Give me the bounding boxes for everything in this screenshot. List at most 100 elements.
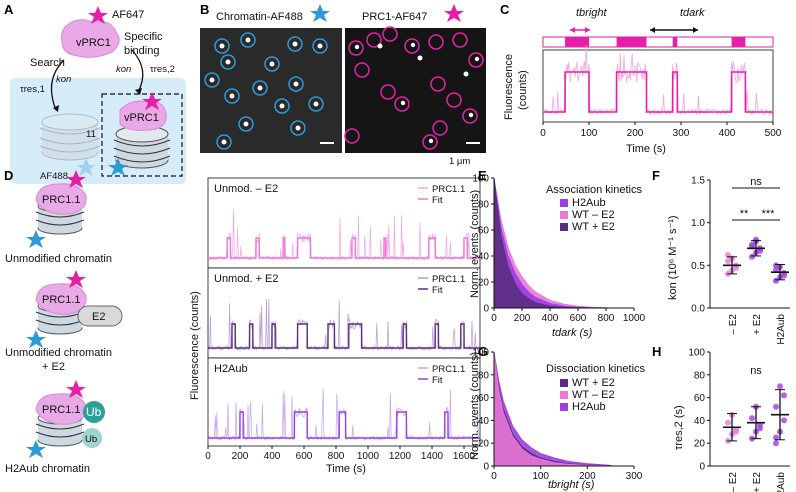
- prc1-spot-circle: [366, 32, 382, 48]
- panel-f-ylabel: kon (10⁶ M⁻¹ s⁻¹): [667, 215, 679, 300]
- data-point: [757, 247, 763, 254]
- panel-a: 11 AF488 AF647 vPRC1 Search τres,1 kon S…: [10, 6, 186, 184]
- panel-g-ylabel: Norm. events (counts): [469, 352, 481, 460]
- panel-letter-e: E: [478, 168, 487, 183]
- trace-2-legend-raw-label: PRC1.1: [432, 274, 465, 285]
- chromatin-image: [200, 28, 342, 153]
- panel-c-ylabel-1: Fluorescence: [503, 54, 515, 120]
- xtick-label: 300: [626, 471, 643, 482]
- data-point: [733, 428, 739, 435]
- sig-label-ns: ns: [750, 365, 762, 377]
- prc1-bright-spot: [417, 55, 423, 61]
- panel-d-xtick-label: 600: [296, 451, 313, 462]
- chromatin-spot-circle: [214, 38, 230, 54]
- data-point: [781, 392, 787, 399]
- chromatin-spot-circle: [287, 36, 303, 52]
- category-label: – E2: [728, 472, 739, 492]
- trace-1-fit: [208, 237, 480, 259]
- panel-c-xtick-label: 200: [627, 128, 644, 139]
- panel-e-areas: [494, 178, 607, 308]
- xtick-label: 400: [542, 313, 559, 324]
- trace-3-legend-raw-label: PRC1.1: [432, 364, 465, 375]
- cartoon-unmodified: [26, 170, 87, 248]
- xtick-label: 100: [532, 471, 549, 482]
- data-point: [749, 253, 755, 260]
- data-point: [749, 415, 755, 422]
- cartoon-label-2b: + E2: [42, 361, 65, 373]
- t-dark-arrowhead-right-icon: [693, 27, 698, 33]
- category-label: H2Aub: [776, 472, 787, 492]
- state-bar-bright-segment: [565, 37, 589, 47]
- search-label: Search: [30, 57, 65, 69]
- data-point: [773, 434, 779, 441]
- prc1-spot-circle: [468, 52, 484, 68]
- af647-label: AF647: [112, 9, 144, 21]
- chromatin-spot-circle: [224, 88, 240, 104]
- ytick-label: 60: [478, 393, 490, 404]
- prc1-spot-circle: [462, 108, 478, 124]
- prc1-spot-circle: [430, 76, 446, 92]
- chromatin-spot-circle: [264, 56, 280, 72]
- cartoon-label-3: H2Aub chromatin: [5, 463, 90, 475]
- xtick-label: 600: [570, 313, 587, 324]
- chromatin-spot-circle: [290, 120, 306, 136]
- panel-d-xlabel: Time (s): [326, 463, 366, 475]
- t-bright-label: tbright: [576, 7, 608, 19]
- kon-label: kon: [56, 74, 71, 85]
- ytick-label: 20: [478, 439, 490, 450]
- scale-bar-left: [320, 142, 334, 144]
- panel-e-title: Association kinetics: [546, 184, 642, 196]
- chromatin-spot: [293, 81, 299, 87]
- ytick-label: 40: [478, 252, 490, 263]
- search-arrowhead-icon: [53, 105, 59, 112]
- chromatin-nucleosome-left: [39, 113, 101, 161]
- prc1-image: [345, 28, 486, 153]
- ytick-label: 40: [694, 416, 706, 427]
- vprc1-label: vPRC1: [76, 37, 111, 49]
- panel-letter-g: G: [478, 344, 488, 359]
- sig-label-ns: ns: [750, 176, 762, 188]
- prc1-spot: [354, 44, 360, 50]
- chromatin-spot-circle: [238, 116, 254, 132]
- chromatin-spot-circle: [204, 72, 220, 88]
- legend-swatch: [560, 379, 568, 387]
- trace-3-title: H2Aub: [214, 363, 248, 375]
- panel-c-xticks: 0 100 200 300 400 500: [540, 122, 782, 139]
- state-bar-bright-segment: [731, 37, 746, 47]
- category-label: H2Aub: [776, 314, 787, 345]
- vprc1-bound-label: vPRC1: [124, 112, 159, 124]
- panel-d-xtick-label: 400: [264, 451, 281, 462]
- panel-e-ylabel: Norm. events (counts): [469, 190, 481, 298]
- legend-label: WT – E2: [572, 389, 615, 401]
- data-point: [733, 264, 739, 271]
- tau-res1-label: τres,1: [20, 84, 45, 95]
- chromatin-spot-circle: [288, 76, 304, 92]
- panel-g: 0 20 40 60 80 100 0 100 200 300 Dissociation kine…: [469, 348, 646, 492]
- af488-star-faded-icon: [76, 158, 96, 176]
- data-point: [781, 417, 787, 424]
- xtick-label: 800: [598, 313, 615, 324]
- prc1-spot-circle: [452, 32, 468, 48]
- panel-d-xtick-label: 1000: [357, 451, 380, 462]
- panel-c-ylabel-2: (counts): [517, 70, 529, 110]
- xtick-label: 0: [491, 471, 497, 482]
- specific-binding-label-2: binding: [124, 45, 159, 57]
- ytick-label: 100: [472, 348, 489, 359]
- chromatin-spot: [292, 41, 298, 47]
- af647-bound-star-icon: [142, 92, 162, 110]
- panel-d-xtick-label: 1400: [421, 451, 444, 462]
- panel-d-xtick-label: 0: [205, 451, 211, 462]
- panel-c-raw-trace: [542, 44, 774, 117]
- bound-complex-box: [101, 93, 183, 177]
- ytick-label: 100: [688, 348, 705, 359]
- ytick-label: 80: [478, 200, 490, 211]
- panel-d-traces: Unmod. – E2 Unmod. + E2 H2Aub PRC1.1FitP…: [189, 177, 481, 475]
- ytick-label: 1.5: [691, 176, 705, 187]
- legend-swatch: [560, 211, 568, 219]
